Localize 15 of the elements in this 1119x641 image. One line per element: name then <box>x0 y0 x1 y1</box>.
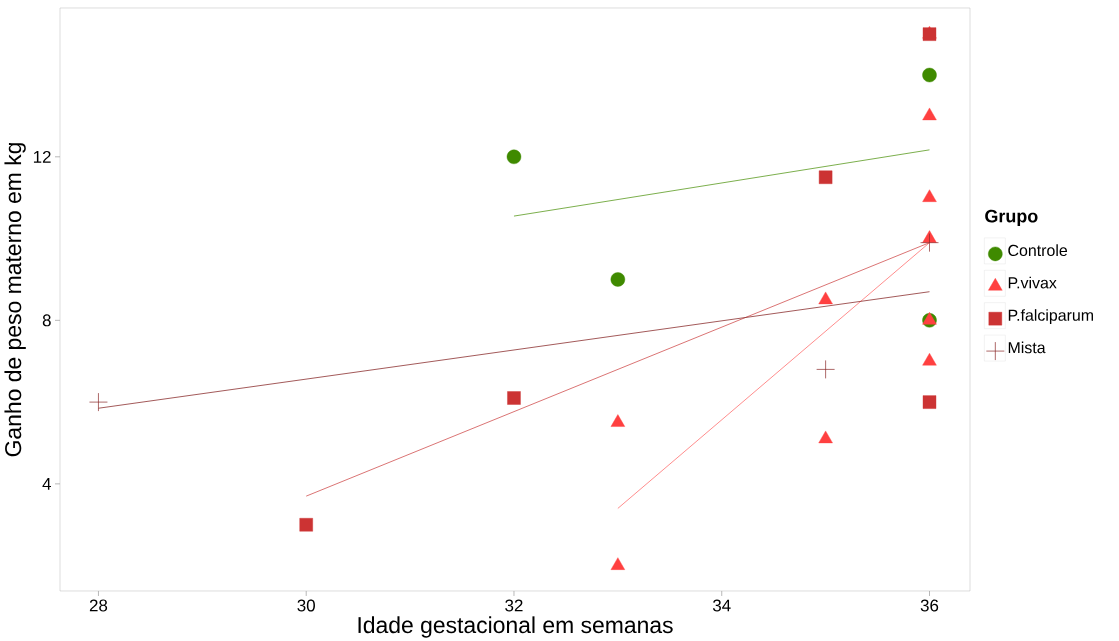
y-tick-label: 4 <box>42 478 51 490</box>
x-axis-title: Idade gestacional em semanas <box>358 616 673 638</box>
y-tick-label: 8 <box>42 314 51 327</box>
legend-label: P.vivax <box>1008 276 1057 289</box>
x-tick-label: 30 <box>297 599 315 612</box>
y-tick-label: 12 <box>33 150 51 163</box>
y-axis-title: Ganho de peso materno em kg <box>4 143 26 457</box>
x-tick-label: 28 <box>89 599 108 612</box>
x-tick-label: 32 <box>505 599 523 612</box>
legend-title: Grupo <box>985 209 1038 227</box>
legend-label: P.falciparum <box>1008 309 1093 325</box>
x-tick-label: 36 <box>920 599 939 612</box>
legend-label: Mista <box>1008 341 1046 354</box>
x-tick-label: 34 <box>712 599 731 612</box>
legend-label: Controle <box>1008 244 1068 257</box>
